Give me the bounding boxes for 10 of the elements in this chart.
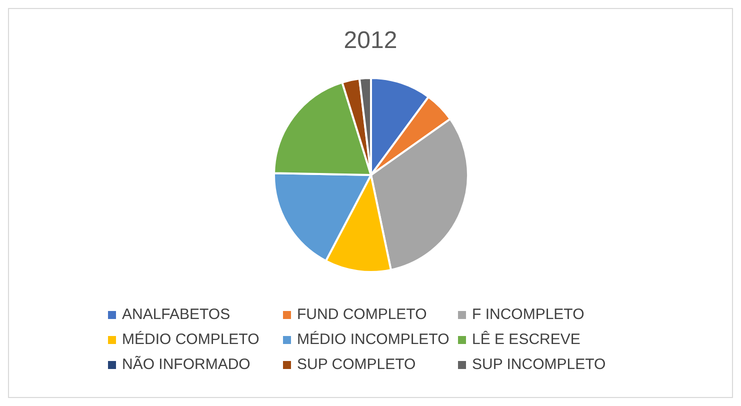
legend-label: F INCOMPLETO bbox=[472, 306, 584, 323]
chart-title: 2012 bbox=[342, 26, 398, 56]
legend-label: SUP INCOMPLETO bbox=[472, 356, 606, 373]
legend-label: LÊ E ESCREVE bbox=[472, 331, 580, 348]
legend-label: FUND COMPLETO bbox=[297, 306, 427, 323]
legend-label: MÉDIO COMPLETO bbox=[122, 331, 260, 348]
legend-label: NÃO INFORMADO bbox=[122, 356, 250, 373]
legend-label: MÉDIO INCOMPLETO bbox=[297, 331, 450, 348]
legend-label: SUP COMPLETO bbox=[297, 356, 416, 373]
legend-label: ANALFABETOS bbox=[122, 306, 230, 323]
